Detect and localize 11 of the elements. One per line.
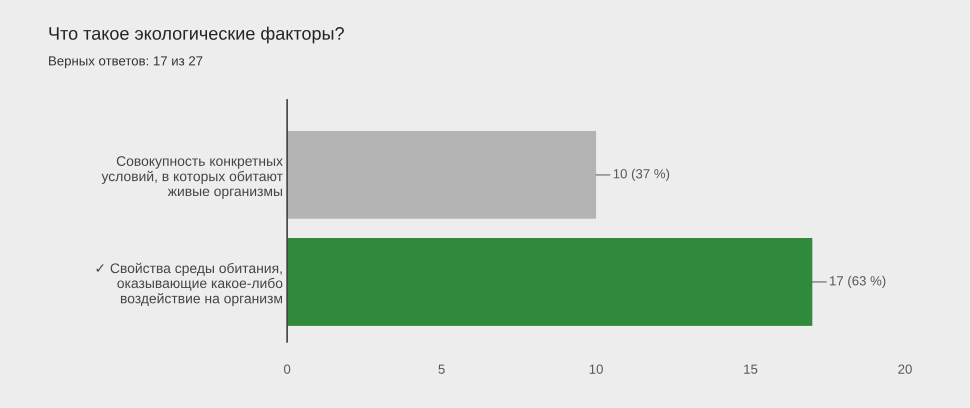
- x-tick-label: 15: [744, 364, 758, 374]
- data-label: 17 (63 %): [830, 276, 886, 288]
- y-tick-label: ✓ Свойства среды обитания, оказывающие какое-либо воздействие на организм: [96, 262, 282, 306]
- y-tick-label: Совокупность конкретных условий, в которых обитают живые организмы: [102, 156, 283, 199]
- data-label: 10 (37 %): [614, 168, 670, 182]
- text: Верных ответов: 17 из 27: [49, 56, 202, 68]
- x-tick-label: 0: [284, 364, 290, 374]
- x-tick-label: 10: [590, 364, 603, 374]
- x-tick-label: 5: [438, 364, 445, 374]
- chart-title: Что такое экологические факторы?: [49, 26, 344, 44]
- x-tick-label: 20: [898, 364, 912, 374]
